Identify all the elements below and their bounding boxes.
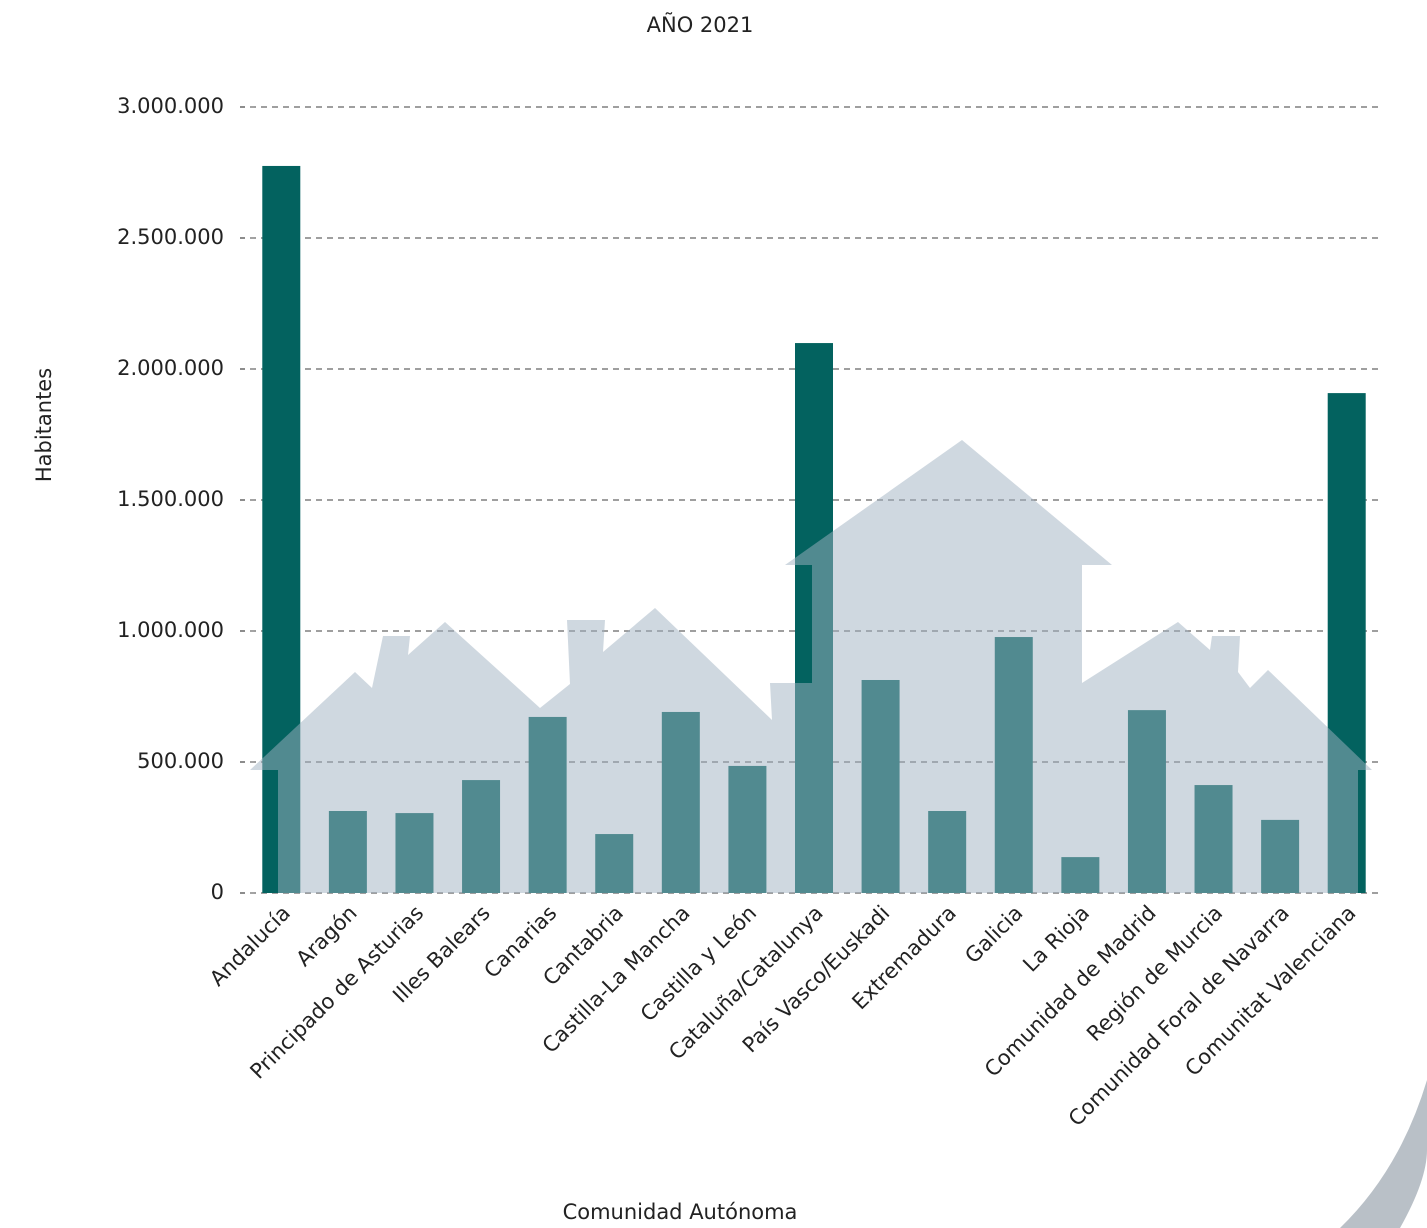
x-tick-label: Castilla y León bbox=[636, 901, 761, 1026]
decorative-arc bbox=[1340, 1080, 1427, 1228]
house-silhouette bbox=[250, 440, 1372, 893]
x-tick-label: Galicia bbox=[960, 901, 1027, 968]
y-axis-title: Habitantes bbox=[32, 368, 56, 482]
y-tick-label: 2.000.000 bbox=[117, 356, 224, 380]
x-tick-label: Andalucía bbox=[205, 901, 295, 991]
y-tick-label: 500.000 bbox=[137, 749, 224, 773]
x-axis-title: Comunidad Autónoma bbox=[563, 1200, 798, 1224]
y-tick-label: 1.000.000 bbox=[117, 618, 224, 642]
y-tick-label: 0 bbox=[211, 880, 224, 904]
y-tick-label: 2.500.000 bbox=[117, 225, 224, 249]
y-tick-label: 1.500.000 bbox=[117, 487, 224, 511]
y-tick-label: 3.000.000 bbox=[117, 94, 224, 118]
chart-title: AÑO 2021 bbox=[647, 11, 754, 37]
